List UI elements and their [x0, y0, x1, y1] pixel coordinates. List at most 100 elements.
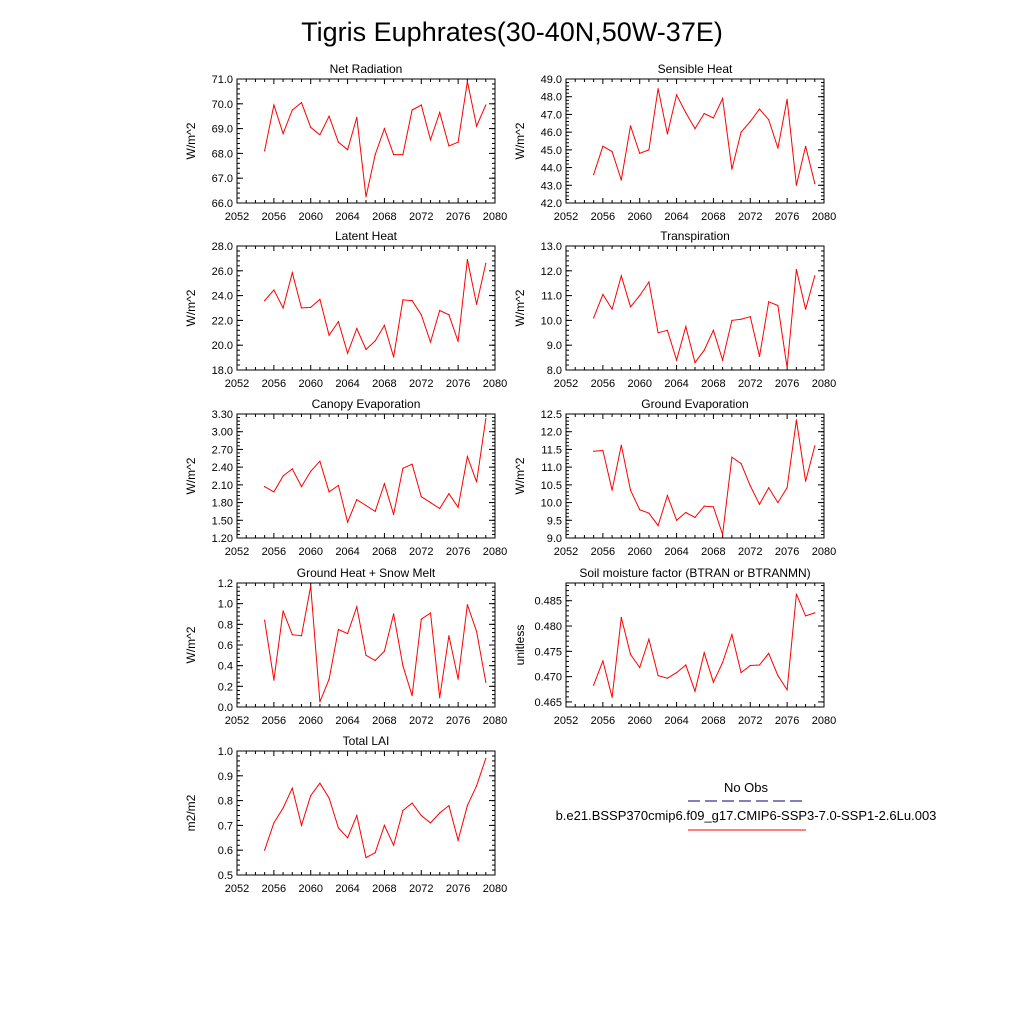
y-tick-label: 42.0 — [541, 198, 562, 210]
y-tick-label: 0.2 — [218, 681, 233, 693]
x-tick-label: 2060 — [627, 715, 651, 727]
x-tick-label: 2072 — [409, 378, 433, 390]
y-tick-label: 11.5 — [541, 444, 562, 456]
data-point — [485, 262, 487, 264]
series-line — [264, 259, 487, 358]
data-point — [291, 109, 293, 111]
data-point — [466, 805, 468, 807]
y-tick-label: 0.465 — [534, 697, 562, 709]
x-tick-label: 2080 — [483, 378, 507, 390]
data-point — [374, 510, 376, 512]
x-tick-label: 2056 — [591, 546, 615, 558]
data-point — [814, 182, 816, 185]
x-tick-label: 2064 — [664, 715, 688, 727]
y-tick-label: 1.0 — [218, 746, 233, 758]
data-point — [466, 259, 468, 261]
data-point — [448, 805, 450, 807]
data-point — [466, 455, 468, 458]
x-tick-label: 2064 — [335, 883, 359, 895]
data-point — [457, 340, 459, 343]
data-point — [347, 352, 349, 354]
y-tick-label: 0.6 — [218, 640, 233, 652]
data-point — [420, 618, 422, 620]
x-tick-label: 2052 — [554, 546, 578, 558]
data-point — [722, 359, 724, 361]
data-point — [712, 506, 715, 508]
x-tick-label: 2052 — [554, 715, 578, 727]
x-tick-label: 2060 — [298, 211, 322, 223]
data-point — [476, 481, 478, 483]
x-tick-label: 2060 — [627, 546, 651, 558]
series-line — [264, 758, 487, 859]
data-point — [383, 128, 385, 130]
y-tick-label: 48.0 — [541, 92, 562, 104]
y-axis-label: W/m^2 — [184, 626, 198, 663]
data-point — [722, 97, 724, 100]
y-tick-label: 28.0 — [212, 241, 233, 253]
x-tick-label: 2064 — [335, 715, 359, 727]
data-point — [356, 814, 358, 817]
y-tick-label: 46.0 — [541, 127, 562, 139]
plot-frame — [565, 245, 825, 371]
data-point — [694, 690, 696, 692]
y-tick-label: 3.30 — [212, 409, 233, 421]
data-point — [393, 844, 395, 846]
data-point — [639, 666, 641, 669]
y-tick-label: 12.0 — [541, 427, 562, 439]
data-point — [337, 321, 339, 323]
data-point — [805, 308, 807, 310]
x-tick-label: 2068 — [701, 378, 725, 390]
data-point — [393, 613, 395, 615]
y-tick-label: 9.0 — [547, 340, 562, 352]
data-point — [768, 301, 770, 303]
x-tick-label: 2080 — [812, 211, 836, 223]
data-point — [777, 502, 779, 504]
data-point — [365, 348, 367, 351]
plot-frame — [236, 582, 496, 708]
data-point — [273, 491, 275, 493]
data-point — [620, 444, 622, 446]
data-point — [264, 849, 266, 851]
data-point — [411, 109, 413, 111]
data-point — [300, 307, 303, 309]
data-point — [291, 787, 293, 789]
y-tick-label: 3.00 — [212, 427, 233, 439]
y-tick-label: 9.0 — [547, 533, 562, 545]
panel-6: Ground Evaporation W/m^2 2052 2056 2060 2064 2… — [513, 397, 836, 558]
plot-frame — [565, 78, 825, 204]
data-point — [420, 314, 422, 316]
data-point — [356, 499, 358, 501]
data-point — [439, 812, 441, 814]
data-point — [374, 340, 376, 342]
legend-case-label: b.e21.BSSP370cmip6.f09_g17.CMIP6-SSP3-7.… — [556, 808, 937, 823]
data-point — [749, 664, 751, 667]
data-point — [476, 303, 478, 305]
x-tick-label: 2080 — [483, 546, 507, 558]
x-tick-label: 2068 — [701, 715, 725, 727]
data-point — [703, 112, 705, 115]
y-tick-label: 44.0 — [541, 163, 562, 175]
data-point — [629, 653, 632, 656]
data-point — [328, 797, 330, 799]
data-point — [593, 317, 595, 319]
data-point — [374, 852, 376, 854]
y-tick-label: 45.0 — [541, 145, 562, 157]
data-point — [666, 329, 669, 331]
data-point — [356, 606, 358, 608]
y-tick-label: 10.5 — [541, 480, 562, 492]
panel-9: Total LAI m2/m2 2052 2056 2060 2064 2068 2072 20… — [184, 734, 507, 895]
x-tick-label: 2068 — [701, 211, 725, 223]
data-point — [356, 327, 358, 330]
x-tick-label: 2072 — [409, 715, 433, 727]
data-point — [676, 519, 678, 521]
data-point — [786, 689, 788, 691]
panel-title: Total LAI — [343, 734, 390, 748]
data-point — [648, 281, 650, 283]
data-point — [786, 366, 788, 369]
x-tick-label: 2052 — [225, 378, 249, 390]
data-point — [648, 512, 650, 514]
data-point — [657, 332, 659, 334]
data-point — [448, 635, 450, 637]
y-tick-label: 66.0 — [212, 198, 233, 210]
